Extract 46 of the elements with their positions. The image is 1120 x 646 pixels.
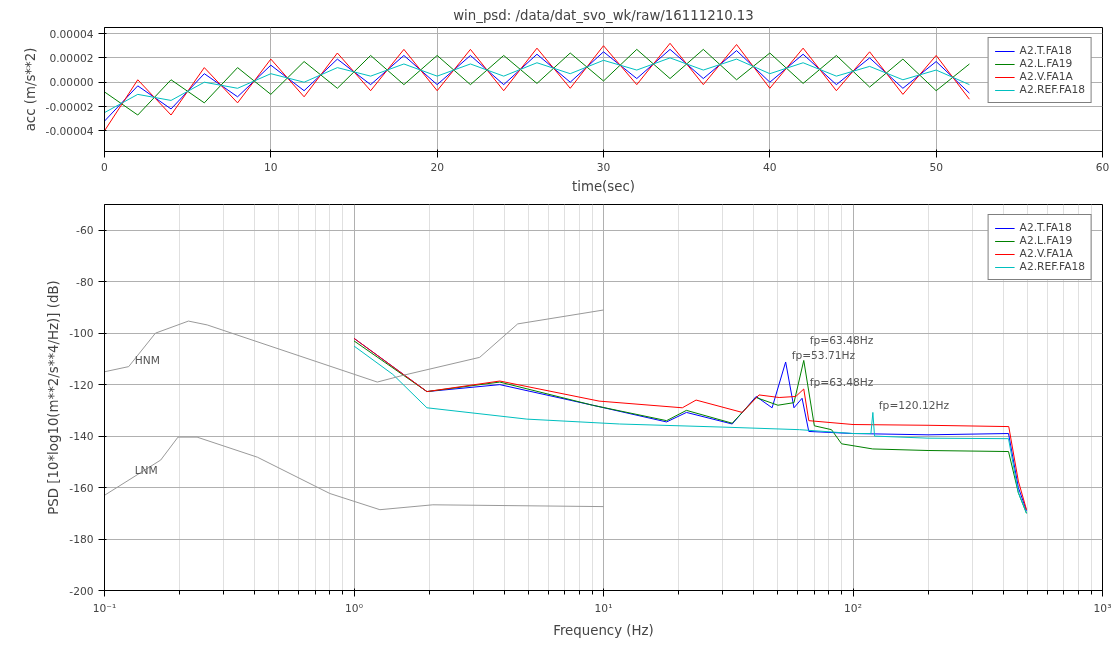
x-tick-label: 30: [596, 160, 611, 174]
x-tick-label: 60: [1095, 160, 1110, 174]
legend-label: A2.REF.FA18: [1019, 260, 1085, 273]
y-axis-title: PSD [10*log10(m**2/s**4/Hz)] (dB): [46, 280, 62, 515]
y-tick-label: -60: [76, 224, 94, 238]
x-tick-label: 10⁰: [345, 601, 363, 615]
annotation: HNM: [134, 353, 160, 367]
legend-label: A2.T.FA18: [1019, 221, 1072, 234]
chart-title: win_psd: /data/dat_svo_wk/raw/16111210.13: [453, 7, 754, 23]
y-axis-title: acc (m/s**2): [22, 47, 38, 132]
legend-label: A2.REF.FA18: [1019, 83, 1085, 96]
annotation: fp=63.48Hz: [809, 376, 874, 390]
line-series: [104, 57, 970, 114]
annotation: LNM: [134, 464, 158, 478]
x-axis-title: Frequency (Hz): [553, 622, 654, 638]
x-tick-label: 10¹: [594, 601, 613, 615]
x-tick-label: 10³: [1093, 601, 1112, 615]
y-tick-label: -0.00004: [45, 124, 94, 138]
legend-label: A2.T.FA18: [1019, 44, 1072, 57]
legend-label: A2.L.FA19: [1019, 57, 1073, 70]
y-tick-label: -80: [76, 275, 94, 289]
y-tick-label: -100: [69, 327, 94, 341]
x-tick-label: 50: [929, 160, 944, 174]
y-tick-label: -120: [69, 378, 94, 392]
legend-label: A2.L.FA19: [1019, 234, 1073, 247]
annotation: fp=53.71Hz: [791, 348, 856, 362]
legend-label: A2.V.FA1A: [1019, 247, 1073, 260]
x-tick-label: 10⁻¹: [92, 601, 117, 615]
x-tick-label: 10: [264, 160, 278, 174]
annotation: fp=63.48Hz: [809, 334, 874, 348]
line-series: [104, 42, 970, 132]
legend-label: A2.V.FA1A: [1019, 70, 1073, 83]
y-tick-label: -140: [69, 430, 94, 444]
y-tick-label: -160: [69, 481, 94, 495]
x-axis-title: time(sec): [572, 178, 635, 194]
y-tick-label: -0.00002: [45, 100, 94, 114]
y-tick-label: -200: [69, 584, 94, 598]
y-tick-label: 0.00002: [49, 51, 94, 65]
x-tick-label: 20: [430, 160, 445, 174]
y-tick-label: 0.00000: [49, 76, 94, 90]
x-tick-label: 0: [101, 160, 109, 174]
annotation: fp=120.12Hz: [878, 399, 950, 413]
y-tick-label: 0.00004: [49, 27, 94, 41]
y-tick-label: -180: [69, 533, 94, 547]
x-tick-label: 10²: [844, 601, 862, 615]
x-tick-label: 40: [763, 160, 777, 174]
